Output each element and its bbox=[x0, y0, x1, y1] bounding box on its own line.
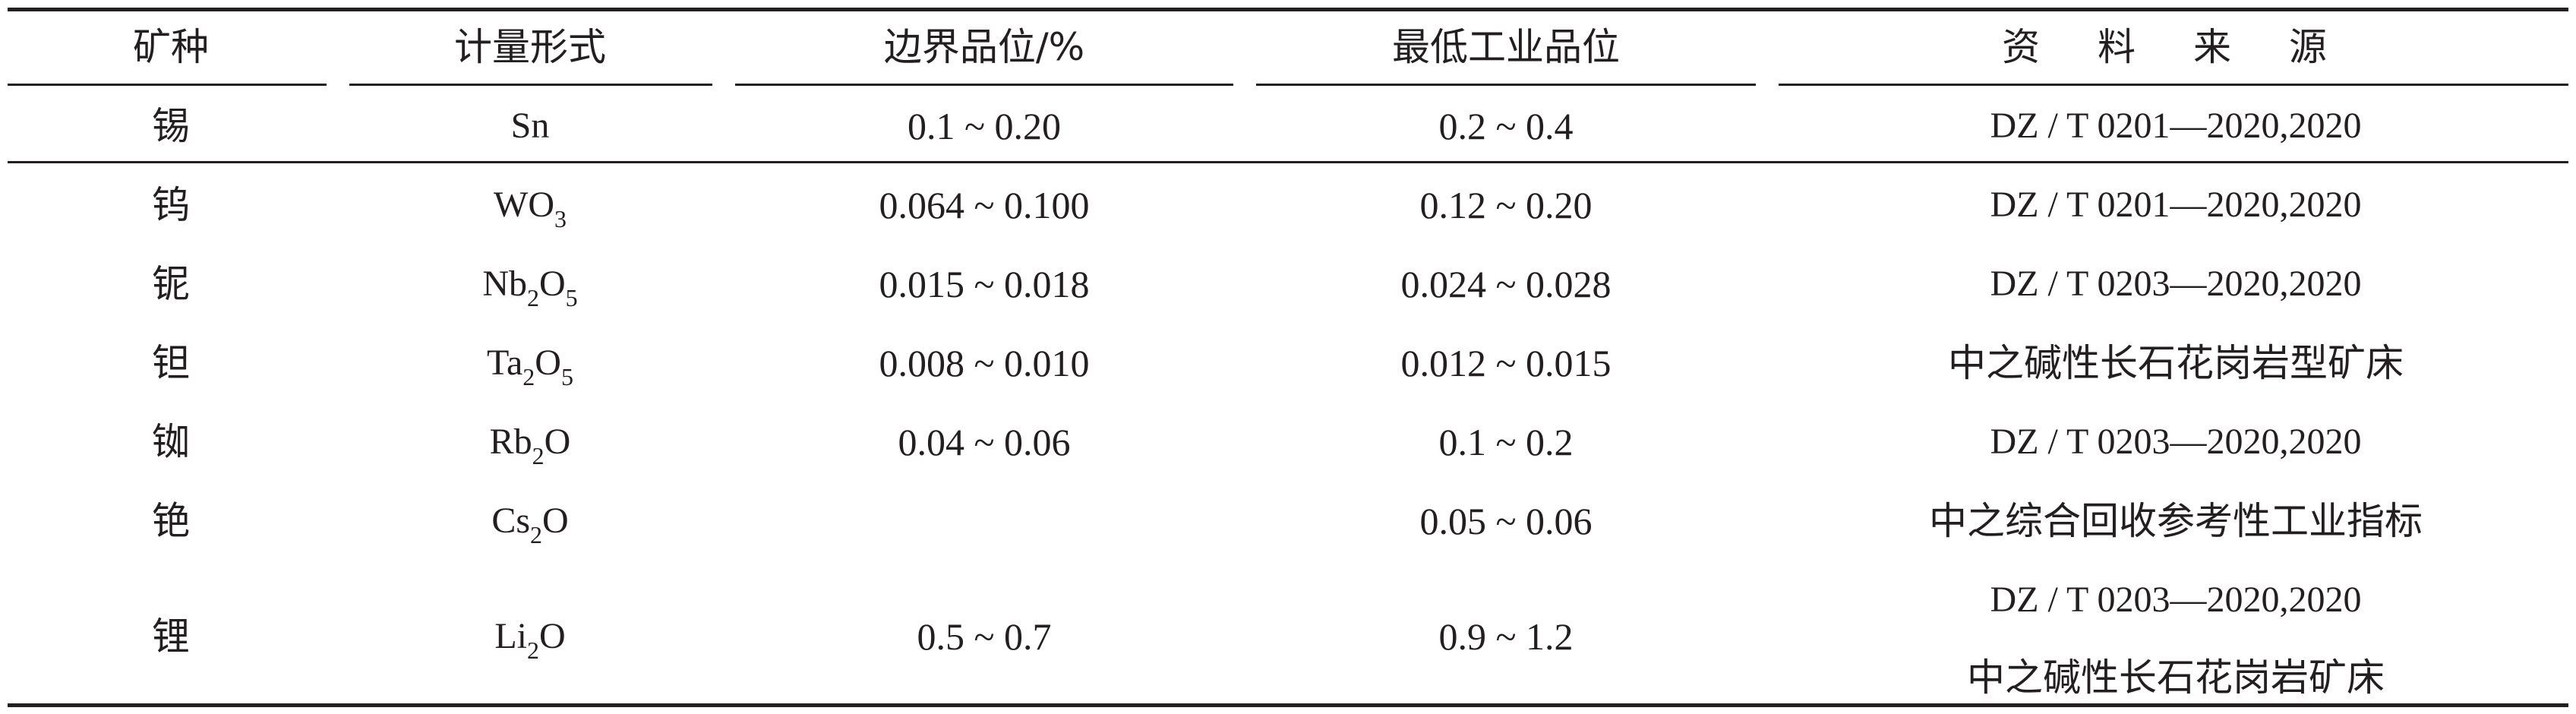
formula-cell: Sn bbox=[510, 106, 550, 146]
min-grade-cell: 0.024 ~ 0.028 bbox=[1400, 263, 1612, 305]
cutoff-grade-cell: 0.1 ~ 0.20 bbox=[907, 105, 1062, 147]
header-underline-source bbox=[1779, 84, 2568, 86]
bottom-rule bbox=[8, 703, 2568, 707]
formula-cell: Rb2O bbox=[489, 422, 571, 469]
min-grade-cell: 0.2 ~ 0.4 bbox=[1438, 105, 1574, 147]
header-form: 计量形式 bbox=[454, 25, 606, 69]
min-grade-cell: 0.9 ~ 1.2 bbox=[1438, 615, 1574, 658]
first-row-rule bbox=[8, 161, 2568, 163]
min-grade-cell: 0.12 ~ 0.20 bbox=[1419, 184, 1593, 226]
source-cell: DZ / T 0203—2020,2020 bbox=[1990, 580, 2362, 620]
header-mineral: 矿种 bbox=[133, 25, 209, 69]
formula-cell: WO3 bbox=[494, 185, 567, 232]
mineral-cell: 钨 bbox=[152, 183, 190, 227]
source-cell: 中之碱性长石花岗岩矿床 bbox=[1967, 656, 2385, 700]
formula-cell: Ta2O5 bbox=[487, 343, 573, 390]
mineral-cell: 铷 bbox=[152, 420, 190, 464]
mineral-cell: 锂 bbox=[152, 614, 190, 659]
header-underline-mineral bbox=[8, 84, 327, 86]
header-cutoff: 边界品位/% bbox=[883, 25, 1085, 69]
header-min-grade: 最低工业品位 bbox=[1392, 25, 1620, 69]
cutoff-grade-cell: 0.064 ~ 0.100 bbox=[879, 184, 1090, 226]
mineral-cell: 铯 bbox=[152, 499, 190, 543]
top-rule bbox=[8, 8, 2568, 11]
source-cell: DZ / T 0203—2020,2020 bbox=[1990, 422, 2362, 462]
source-cell: DZ / T 0203—2020,2020 bbox=[1990, 264, 2362, 304]
source-cell: DZ / T 0201—2020,2020 bbox=[1990, 185, 2362, 225]
source-cell: 中之碱性长石花岗岩型矿床 bbox=[1948, 341, 2404, 385]
formula-cell: Li2O bbox=[494, 616, 566, 664]
cutoff-grade-cell: 0.008 ~ 0.010 bbox=[879, 342, 1090, 384]
cutoff-grade-cell: 0.015 ~ 0.018 bbox=[879, 263, 1090, 305]
source-cell: 中之综合回收参考性工业指标 bbox=[1929, 499, 2423, 543]
header-underline-form bbox=[349, 84, 712, 86]
mineral-cell: 钽 bbox=[152, 341, 190, 385]
formula-cell: Nb2O5 bbox=[482, 264, 578, 311]
cutoff-grade-cell: 0.04 ~ 0.06 bbox=[898, 421, 1071, 463]
formula-cell: Cs2O bbox=[491, 501, 569, 548]
min-grade-cell: 0.012 ~ 0.015 bbox=[1400, 342, 1612, 384]
min-grade-cell: 0.1 ~ 0.2 bbox=[1438, 421, 1574, 463]
header-underline-cutoff bbox=[735, 84, 1233, 86]
header-source: 资 料 来 源 bbox=[2002, 25, 2350, 69]
source-cell: DZ / T 0201—2020,2020 bbox=[1990, 106, 2362, 146]
min-grade-cell: 0.05 ~ 0.06 bbox=[1419, 500, 1593, 542]
mineral-cell: 铌 bbox=[152, 262, 190, 306]
mineral-cell: 锡 bbox=[152, 104, 190, 148]
cutoff-grade-cell: 0.5 ~ 0.7 bbox=[917, 615, 1052, 658]
header-underline-min-grade bbox=[1256, 84, 1756, 86]
